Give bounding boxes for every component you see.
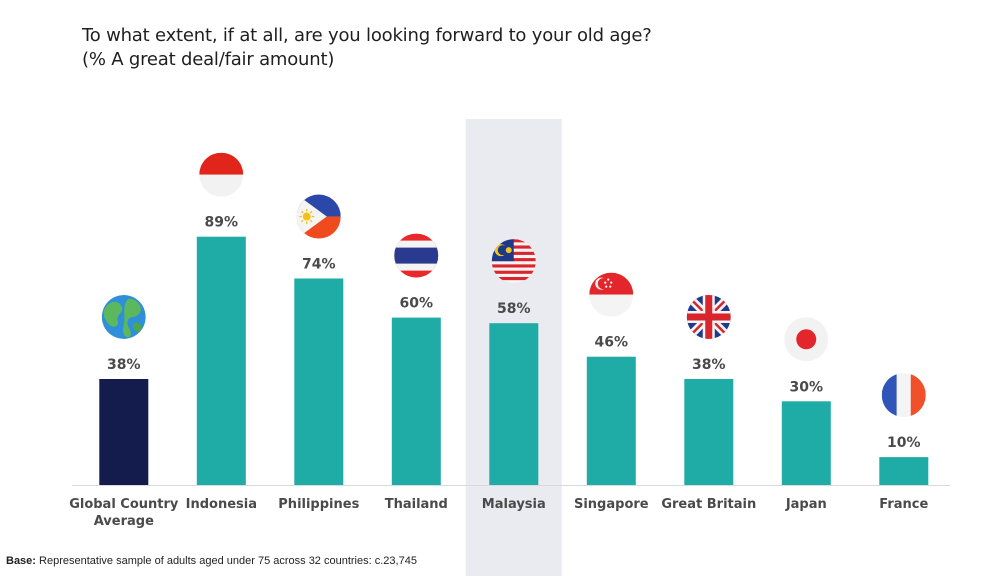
category-label-6: Great Britain (661, 497, 756, 512)
malaysia-flag-icon (491, 239, 536, 284)
value-label-6: 38% (692, 357, 726, 373)
category-label-1: Indonesia (186, 497, 257, 512)
bar-1 (196, 236, 246, 485)
bar-2 (294, 278, 344, 485)
chart-title: To what extent, if at all, are you looki… (82, 24, 652, 72)
category-label-8: France (879, 497, 928, 512)
base-note-label: Base: (6, 555, 36, 567)
category-label-2: Philippines (278, 497, 359, 512)
category-label-0: Global Country Average (69, 497, 179, 529)
chart-subtitle: (% A great deal/fair amount) (82, 49, 335, 70)
bar-0 (99, 379, 149, 485)
japan-flag-icon (784, 317, 829, 362)
value-label-7: 30% (790, 379, 824, 395)
globe-icon (101, 294, 146, 339)
value-label-2: 74% (302, 257, 336, 273)
thailand-flag-icon (394, 233, 439, 278)
category-label-4: Malaysia (482, 497, 546, 512)
base-note-text: Representative sample of adults aged und… (39, 555, 417, 567)
singapore-flag-icon (589, 272, 634, 317)
category-label-7: Japan (785, 497, 827, 512)
category-label-5: Singapore (574, 497, 649, 512)
philippines-flag-icon (296, 194, 341, 239)
france-flag-icon (881, 373, 926, 418)
value-label-1: 89% (205, 215, 239, 231)
value-label-4: 58% (497, 301, 531, 317)
value-label-8: 10% (887, 435, 921, 451)
value-label-5: 46% (595, 335, 629, 351)
bar-6 (684, 379, 734, 485)
bar-8 (879, 457, 929, 485)
value-label-0: 38% (107, 357, 141, 373)
great-britain-flag-icon (686, 294, 731, 339)
value-label-3: 60% (400, 296, 434, 312)
bar-4 (489, 323, 539, 485)
category-label-3: Thailand (385, 497, 448, 512)
base-note: Base: Representative sample of adults ag… (6, 555, 417, 567)
bar-5 (586, 356, 636, 485)
chart-title-line1: To what extent, if at all, are you looki… (82, 25, 652, 46)
bar-7 (781, 401, 831, 485)
bar-3 (391, 317, 441, 485)
indonesia-flag-icon (199, 152, 244, 197)
